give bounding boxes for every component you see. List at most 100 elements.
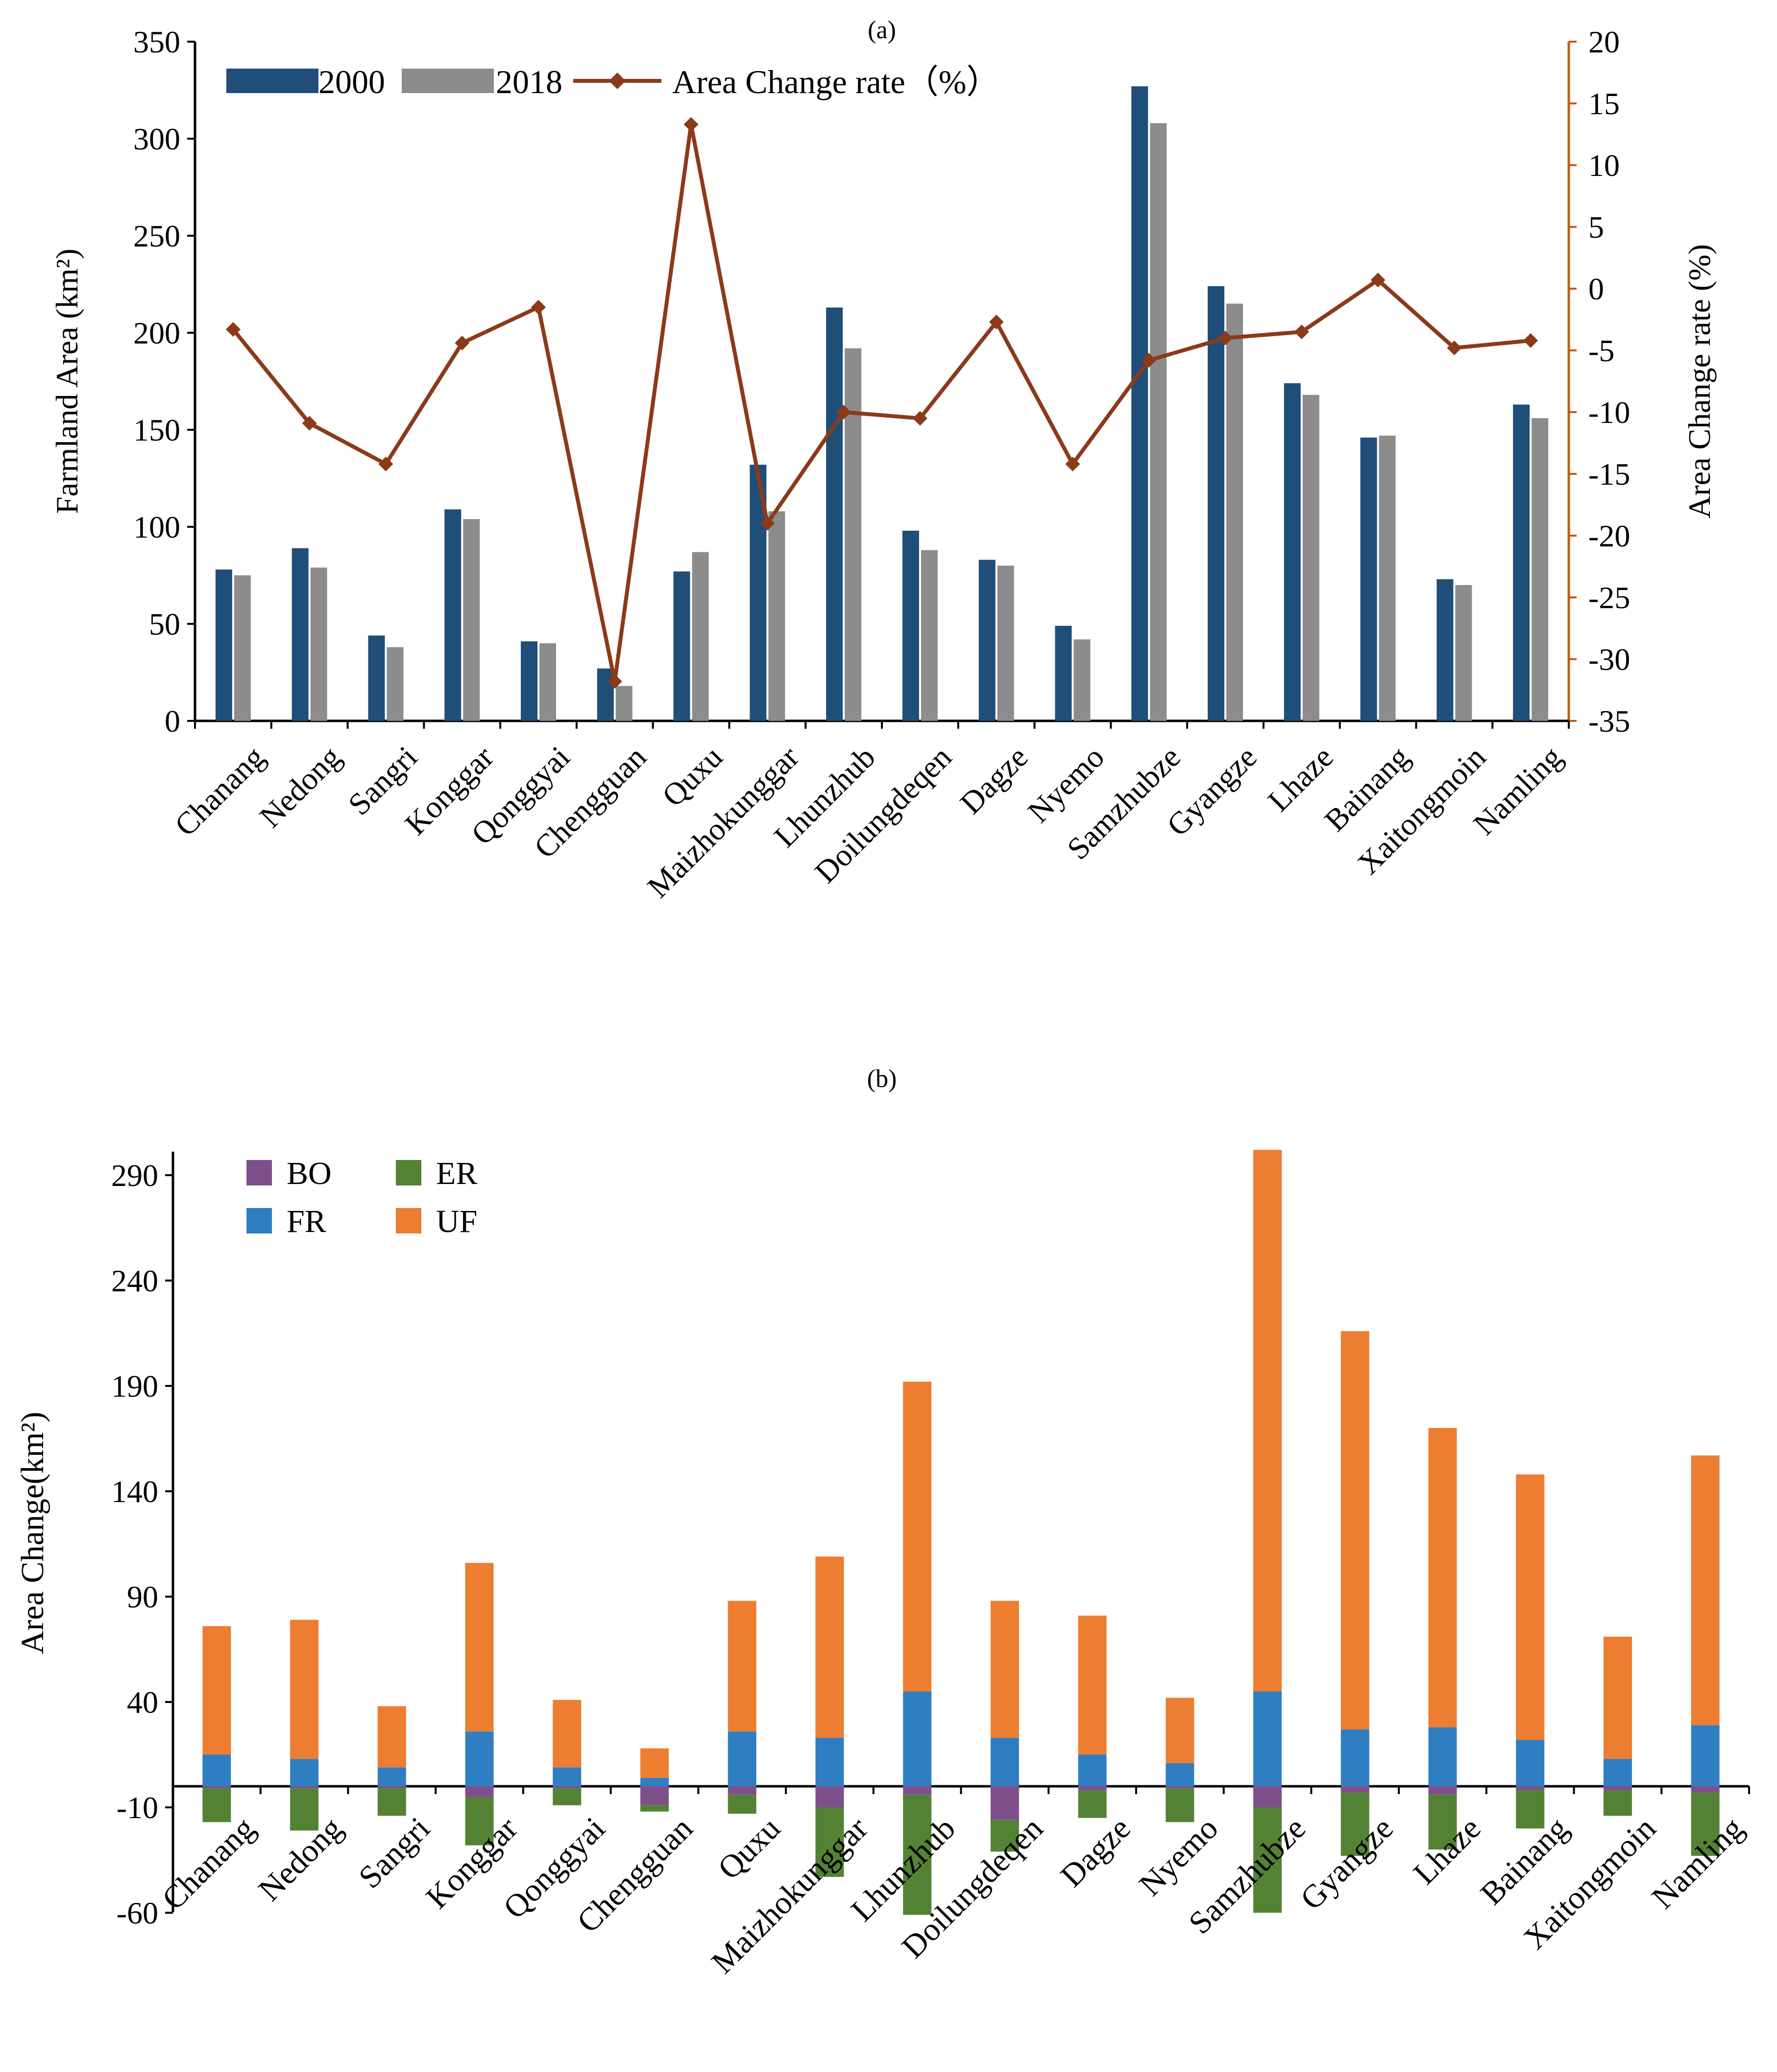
rate-point-chengguan	[607, 674, 622, 689]
bar-2000-nyemo	[1055, 625, 1072, 721]
bar-fr-bainang	[1516, 1740, 1545, 1786]
y-tick-label-b: -10	[117, 1790, 158, 1825]
bar-uf-chanang	[202, 1626, 231, 1755]
bar-uf-quxu	[728, 1601, 756, 1732]
x-label-b-dagze: Dagze	[1054, 1810, 1138, 1894]
panel-a-x-labels: ChanangNedongSangriKonggarQonggyaiChengg…	[168, 740, 1569, 905]
bar-2000-konggar	[444, 509, 462, 721]
bar-2018-lhunzhub	[845, 348, 862, 721]
legend-label-2018: 2018	[496, 63, 562, 100]
bar-er-quxu	[728, 1795, 756, 1814]
bar-bo-nedong	[290, 1786, 319, 1789]
panel-b-label: (b)	[867, 1065, 897, 1093]
bar-2000-lhaze	[1284, 383, 1301, 721]
rate-point-namling	[1523, 333, 1538, 348]
bar-bo-namling	[1691, 1786, 1720, 1793]
bar-fr-xaitongmoin	[1603, 1759, 1632, 1786]
bar-uf-nyemo	[1166, 1698, 1194, 1763]
bar-uf-qonggyai	[553, 1700, 582, 1768]
panel-b-y-ticks: -60 -10 40 90 140 190 240 290	[111, 1158, 173, 1930]
bar-uf-namling	[1691, 1455, 1720, 1726]
bar-er-namling	[1691, 1792, 1720, 1856]
legend-label-BO: BO	[287, 1156, 332, 1191]
bar-uf-gyangze	[1340, 1331, 1369, 1729]
y-tick-label: 100	[133, 510, 180, 544]
y-tick-label: 0	[165, 704, 180, 739]
rate-point-lhaze	[1294, 324, 1309, 340]
bar-fr-gyangze	[1340, 1729, 1369, 1786]
legend-label-ER: ER	[436, 1156, 477, 1191]
rate-point-gyangze	[1218, 330, 1233, 345]
bar-2018-konggar	[463, 519, 480, 721]
legend-label-UF: UF	[436, 1204, 477, 1239]
bar-er-maizhokunggar	[815, 1807, 844, 1877]
bar-2000-nedong	[292, 548, 309, 721]
y2-tick-label: -35	[1588, 704, 1630, 739]
rate-point-samzhubze	[1142, 353, 1157, 368]
bar-2000-xaitongmoin	[1436, 579, 1454, 721]
bar-er-dagze	[1078, 1790, 1107, 1818]
y-tick-label-b: 190	[111, 1369, 158, 1404]
bar-er-gyangze	[1340, 1792, 1369, 1856]
y-axis-title-left: Farmland Area (km²)	[49, 248, 84, 514]
panel-b-axes	[171, 1152, 1749, 1912]
y2-tick-label: 15	[1588, 86, 1620, 121]
bar-2000-bainang	[1360, 437, 1377, 721]
bar-2018-doilungdeqen	[921, 550, 938, 721]
bar-er-chanang	[202, 1788, 231, 1823]
rate-point-xaitongmoin	[1447, 340, 1462, 355]
bar-fr-dagze	[1078, 1754, 1107, 1786]
bar-er-doilungdeqen	[990, 1820, 1019, 1852]
bar-uf-bainang	[1516, 1474, 1545, 1740]
rate-point-konggar	[455, 335, 470, 350]
bar-2018-namling	[1532, 418, 1549, 721]
bar-2018-xaitongmoin	[1455, 585, 1472, 721]
legend-marker-rate	[609, 73, 626, 89]
bar-fr-chanang	[202, 1754, 231, 1786]
bar-2018-maizhokunggar	[768, 511, 785, 721]
rate-point-nedong	[302, 416, 317, 431]
bar-2018-gyangze	[1226, 303, 1243, 721]
panel-a-y-ticks: 0 50 100 150 200 250 300 350	[133, 25, 195, 739]
bar-er-nyemo	[1166, 1788, 1194, 1823]
bar-er-bainang	[1516, 1790, 1545, 1828]
legend-swatch-FR	[246, 1208, 272, 1233]
panel-a-label: (a)	[868, 16, 896, 44]
bar-2018-bainang	[1379, 435, 1396, 721]
y2-tick-label: -5	[1588, 333, 1614, 368]
rate-point-chanang	[225, 322, 241, 337]
panel-a-bars	[215, 86, 1549, 721]
rate-point-bainang	[1370, 272, 1386, 288]
bar-2018-chengguan	[615, 686, 633, 721]
bar-2000-sangri	[368, 635, 385, 721]
y-tick-label: 50	[149, 607, 180, 641]
rate-point-dagze	[989, 315, 1004, 330]
bar-uf-lhaze	[1428, 1428, 1457, 1727]
y-tick-label-b: -60	[117, 1896, 158, 1930]
bar-fr-qonggyai	[553, 1767, 582, 1786]
bar-er-chengguan	[640, 1805, 669, 1812]
bar-fr-namling	[1691, 1725, 1720, 1786]
bar-er-lhaze	[1428, 1795, 1457, 1850]
bar-uf-maizhokunggar	[815, 1556, 844, 1738]
bar-er-konggar	[465, 1797, 494, 1846]
rate-point-doilungdeqen	[912, 411, 927, 426]
bar-2018-sangri	[387, 647, 404, 721]
bar-2000-chengguan	[597, 668, 614, 721]
rate-line	[231, 124, 1531, 682]
bar-fr-quxu	[728, 1731, 756, 1786]
bar-bo-chengguan	[640, 1786, 669, 1805]
bar-2018-qonggyai	[539, 643, 556, 721]
bar-bo-maizhokunggar	[815, 1786, 844, 1807]
bar-fr-nedong	[290, 1759, 319, 1786]
y2-tick-label: 0	[1588, 271, 1604, 306]
bar-fr-doilungdeqen	[990, 1738, 1019, 1786]
bar-uf-nedong	[290, 1620, 319, 1759]
y-tick-label-b: 240	[111, 1263, 158, 1298]
bar-fr-sangri	[377, 1767, 406, 1786]
rate-point-quxu	[683, 117, 699, 132]
y2-tick-label: -30	[1588, 642, 1630, 677]
